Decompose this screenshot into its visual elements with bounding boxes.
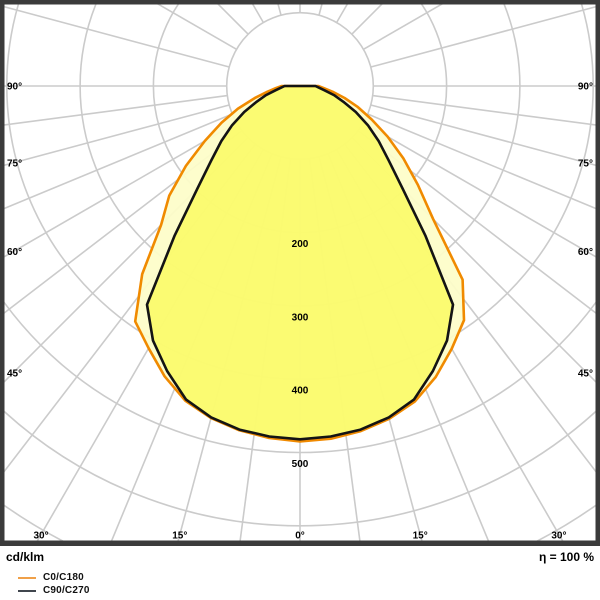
curve-c0-c180-stroke	[133, 84, 466, 443]
legend-label-c90-c270: C90/C270	[43, 585, 90, 596]
plot-inner: 200 300 400 500 90° 90° 75° 75° 60° 60° 45° 45° 30° 1…	[4, 4, 596, 542]
grid-ray	[372, 94, 596, 126]
legend-line-c0-c180-icon	[18, 576, 36, 579]
grid-ray	[357, 129, 596, 314]
plot-border-left	[0, 0, 5, 546]
angle-label-right: 90°	[578, 82, 593, 93]
grid-ray	[4, 113, 233, 210]
grid-ray	[351, 4, 383, 35]
angle-label-left: 75°	[7, 158, 22, 169]
legend: C0/C180 C90/C270	[0, 571, 600, 597]
plot-border-top	[0, 0, 600, 5]
grid-ray	[363, 4, 443, 51]
legend-item-c90-c270: C90/C270	[18, 584, 600, 597]
grid-ray	[370, 104, 596, 167]
efficiency-label: η = 100 %	[538, 550, 594, 564]
radial-value-label: 500	[292, 459, 309, 470]
angle-label-bottom: 0°	[295, 531, 305, 542]
polar-chart-area: 200 300 400 500 90° 90° 75° 75° 60° 60° 45° 45° 30° 1…	[0, 0, 600, 546]
angle-label-bottom: 30°	[33, 531, 48, 542]
footer-caption-row: cd/klm η = 100 %	[0, 546, 600, 564]
grid-ray	[217, 4, 249, 35]
legend-line-c90-c270-icon	[18, 589, 36, 592]
angle-label-left: 90°	[7, 82, 22, 93]
legend-label-c0-c180: C0/C180	[43, 572, 84, 583]
grid-ray	[4, 94, 228, 126]
polar-chart-svg: 200 300 400 500 90° 90° 75° 75° 60° 60° 45° 45° 30° 1…	[0, 0, 600, 546]
radial-value-label: 300	[292, 312, 309, 323]
angle-label-right: 60°	[578, 247, 593, 258]
grid-ray	[367, 113, 596, 210]
angle-label-right: 45°	[578, 369, 593, 380]
angle-label-bottom: 30°	[551, 531, 566, 542]
angle-label-right: 75°	[578, 158, 593, 169]
grid-ray	[370, 5, 596, 68]
legend-item-c0-c180: C0/C180	[18, 571, 600, 584]
curve-c90-c270-fill	[147, 86, 453, 440]
radial-value-label: 200	[292, 239, 309, 250]
grid-ray	[4, 129, 243, 314]
plot-border-bottom	[0, 540, 600, 546]
plot-border	[0, 0, 600, 546]
axis-labels: 200 300 400 500 90° 90° 75° 75° 60° 60° 45° 45° 30° 1…	[7, 82, 593, 542]
plot-border-right	[595, 0, 600, 546]
angle-label-bottom: 15°	[413, 531, 428, 542]
angle-label-bottom: 15°	[172, 531, 187, 542]
curve-c90-c270-stroke	[145, 84, 455, 441]
chart-footer: cd/klm η = 100 % C0/C180 C90/C270	[0, 546, 600, 600]
grid-ray	[363, 121, 596, 258]
angle-label-left: 45°	[7, 369, 22, 380]
grid-ray	[4, 104, 230, 167]
unit-label: cd/klm	[6, 550, 45, 564]
grid-ray	[4, 5, 230, 68]
angle-label-left: 60°	[7, 247, 22, 258]
radial-value-label: 400	[292, 386, 309, 397]
grid-ray	[4, 121, 237, 258]
grid-ray	[157, 4, 237, 51]
